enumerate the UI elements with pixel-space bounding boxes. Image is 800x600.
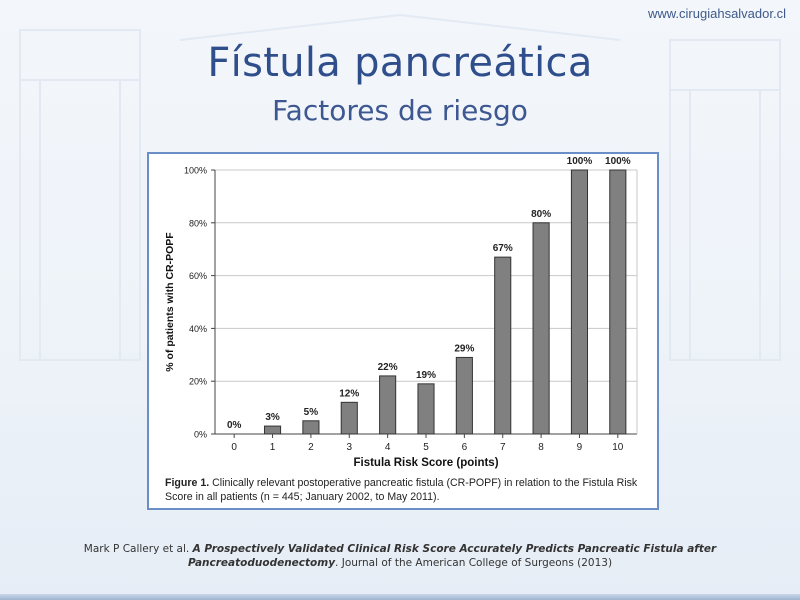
bar: [379, 375, 397, 435]
caption-text: Clinically relevant postoperative pancre…: [165, 477, 638, 503]
x-tick-label: 9: [577, 442, 583, 453]
x-tick-label: 2: [308, 442, 314, 453]
x-tick-label: 3: [346, 442, 352, 453]
bar: [455, 356, 473, 435]
y-tick-label: 100%: [184, 166, 207, 176]
figure-caption: Figure 1. Clinically relevant postoperat…: [165, 476, 645, 504]
y-tick-label: 60%: [189, 271, 207, 281]
bar: [417, 383, 435, 435]
figure-panel: 0% 20% 40% 60% 80% 100% 0% 0 3% 1 5% 2 12% 3 22% 4 19% 5 2…: [147, 152, 659, 510]
y-tick-label: 20%: [189, 377, 207, 387]
bar: [494, 256, 512, 435]
bar-data-label: 12%: [339, 388, 359, 399]
x-tick-label: 5: [423, 442, 429, 453]
bar: [302, 420, 320, 435]
bottom-rule: [0, 594, 800, 600]
bar-data-label: 19%: [416, 370, 436, 381]
citation-journal: . Journal of the American College of Sur…: [335, 557, 613, 569]
x-axis-title: Fistula Risk Score (points): [353, 457, 498, 469]
x-tick-label: 8: [538, 442, 544, 453]
y-tick-label: 80%: [189, 218, 207, 228]
bar-data-label: 0%: [227, 420, 242, 431]
x-tick-label: 1: [270, 442, 276, 453]
bar-data-label: 67%: [493, 243, 513, 254]
bar-data-label: 22%: [378, 362, 398, 373]
citation: Mark P Callery et al. A Prospectively Va…: [40, 542, 760, 570]
citation-paper-title: A Prospectively Validated Clinical Risk …: [187, 543, 717, 569]
x-tick-label: 10: [612, 442, 624, 453]
bar: [340, 401, 358, 435]
bar-data-label: 100%: [567, 156, 593, 167]
bar: [570, 169, 589, 435]
bar: [532, 222, 550, 435]
bar-chart: 0% 20% 40% 60% 80% 100% 0% 0 3% 1 5% 2 12% 3 22% 4 19% 5 2…: [164, 156, 638, 469]
caption-label: Figure 1.: [165, 477, 210, 489]
bar-data-label: 3%: [265, 412, 280, 423]
x-tick-label: 6: [462, 442, 468, 453]
y-tick-label: 40%: [189, 324, 207, 334]
y-tick-label: 0%: [194, 430, 207, 440]
y-axis-title: % of patients with CR-POPF: [164, 232, 176, 372]
bar-data-label: 29%: [454, 343, 474, 354]
x-tick-label: 7: [500, 442, 506, 453]
bar: [609, 169, 627, 435]
bar-data-label: 80%: [531, 209, 551, 220]
bar-data-label: 100%: [605, 156, 631, 167]
site-url: www.cirugiahsalvador.cl: [647, 6, 786, 21]
bar: [263, 425, 282, 435]
slide-subtitle: Factores de riesgo: [272, 94, 528, 127]
x-tick-label: 0: [231, 442, 237, 453]
citation-authors: Mark P Callery et al.: [83, 543, 190, 555]
x-tick-label: 4: [385, 442, 391, 453]
bar-data-label: 5%: [304, 407, 319, 418]
slide-title: Fístula pancreática: [207, 40, 593, 86]
